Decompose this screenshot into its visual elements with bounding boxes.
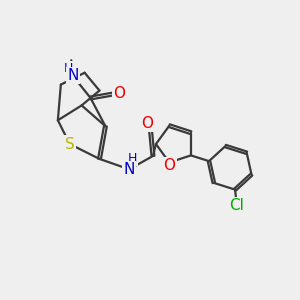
Text: Cl: Cl — [229, 198, 244, 213]
Text: O: O — [163, 158, 175, 173]
Text: H: H — [64, 62, 73, 75]
Text: O: O — [141, 116, 153, 131]
Text: N: N — [124, 162, 135, 177]
Text: H: H — [128, 152, 137, 165]
Text: N: N — [67, 68, 78, 83]
Text: S: S — [65, 136, 75, 152]
Text: O: O — [113, 86, 125, 101]
